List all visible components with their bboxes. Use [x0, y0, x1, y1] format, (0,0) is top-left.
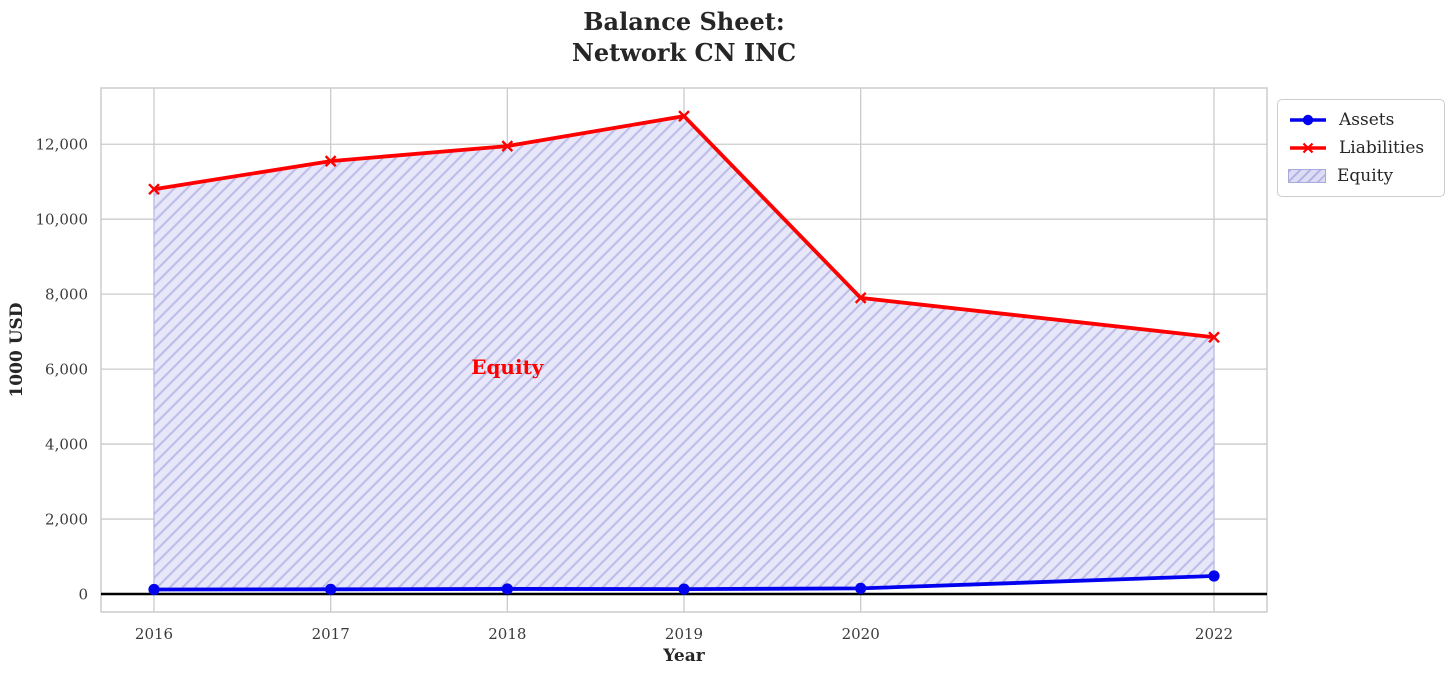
equity-patch-swatch-icon [1288, 169, 1326, 183]
assets-marker [678, 583, 690, 595]
x-tick-label: 2017 [312, 625, 350, 643]
axes-spines [100, 87, 1268, 613]
liabilities-line [153, 114, 1215, 340]
x-tick-label: 2018 [488, 625, 526, 643]
x-axis-label: Year [663, 646, 705, 666]
liabilities-marker [854, 292, 867, 304]
legend: Assets Liabilities Equity [1277, 99, 1445, 197]
legend-label-liabilities: Liabilities [1339, 138, 1425, 158]
liabilities-marker [148, 183, 160, 196]
x-tick-label: 2016 [135, 625, 173, 643]
chart-title: Balance Sheet: Network CN INC [571, 7, 797, 67]
y-tick-label: 8,000 [45, 286, 88, 304]
x-tick-label: 2020 [842, 625, 880, 643]
y-tick-label: 12,000 [36, 136, 89, 154]
y-tick-label: 6,000 [45, 361, 88, 379]
legend-item-liabilities: Liabilities [1288, 135, 1434, 161]
liabilities-marker [678, 110, 690, 122]
liabilities-line-swatch-icon [1290, 142, 1326, 154]
y-tick-label: 0 [78, 586, 88, 604]
assets-marker [1208, 570, 1220, 582]
equity-fill-area [153, 115, 1215, 591]
liabilities-marker [1208, 331, 1220, 344]
legend-label-equity: Equity [1337, 166, 1394, 186]
assets-marker [855, 582, 867, 594]
legend-label-assets: Assets [1339, 110, 1395, 130]
liabilities-marker [501, 140, 514, 152]
legend-item-assets: Assets [1288, 107, 1434, 133]
legend-item-equity: Equity [1288, 163, 1434, 189]
assets-line-swatch-icon [1290, 114, 1326, 126]
y-tick-label: 10,000 [36, 211, 89, 229]
assets-line [153, 574, 1215, 592]
x-tick-label: 2019 [665, 625, 703, 643]
y-tick-label: 4,000 [45, 436, 88, 454]
x-tick-label: 2022 [1195, 625, 1233, 643]
assets-marker [501, 583, 513, 595]
y-tick-label: 2,000 [45, 511, 88, 529]
liabilities-marker [324, 155, 337, 167]
assets-marker [148, 583, 160, 596]
assets-marker [325, 583, 337, 595]
equity-annotation: Equity [471, 355, 545, 379]
